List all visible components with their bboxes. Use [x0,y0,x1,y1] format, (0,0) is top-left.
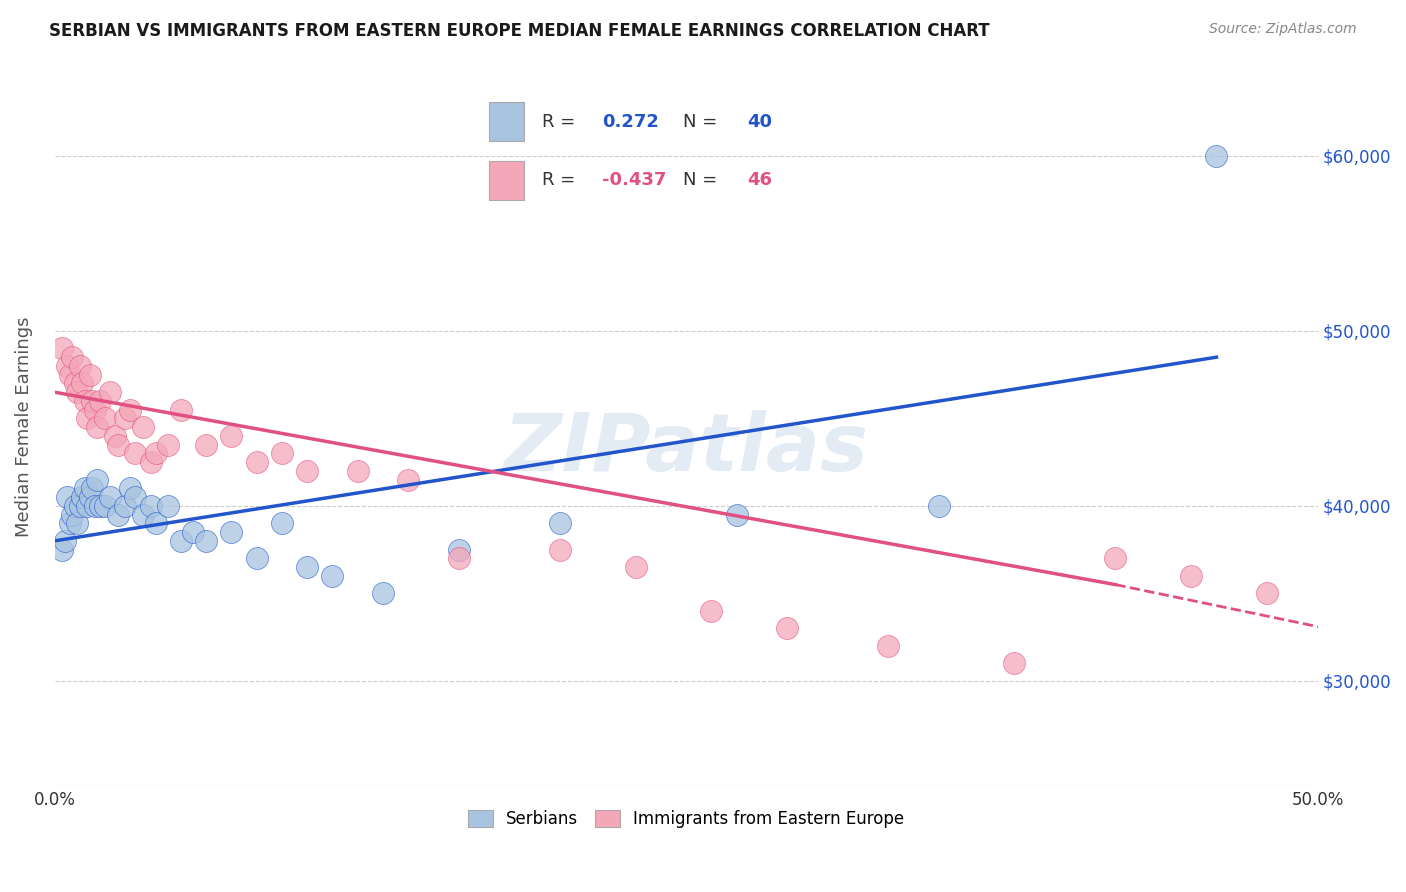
Point [1002,657,1025,671]
Point [1104,551,1126,566]
Legend: Serbians, Immigrants from Eastern Europe: Serbians, Immigrants from Eastern Europe [461,804,911,835]
Point [56,490,79,504]
Y-axis label: Median Female Earnings: Median Female Earnings [15,317,32,537]
Point [69,499,91,513]
Point [76,499,98,513]
Point [170,533,193,548]
Point [53,533,76,548]
Point [72,376,94,391]
Point [89,393,111,408]
Point [1180,569,1202,583]
Point [132,420,155,434]
Point [624,560,647,574]
Point [725,508,748,522]
Point [548,516,571,531]
Point [124,490,146,504]
Text: Source: ZipAtlas.com: Source: ZipAtlas.com [1209,22,1357,37]
Point [1357,604,1379,618]
Point [84,499,107,513]
Point [51,542,73,557]
Point [183,525,205,540]
Point [132,508,155,522]
Point [221,429,243,443]
Point [145,516,167,531]
Point [107,437,129,451]
Point [877,639,900,653]
Point [170,402,193,417]
Point [86,420,108,434]
Point [1205,149,1227,163]
Point [157,437,180,451]
Point [195,437,218,451]
Point [776,621,799,635]
Point [700,604,723,618]
Point [447,551,470,566]
Point [246,551,269,566]
Point [66,516,89,531]
Point [51,342,73,356]
Point [145,446,167,460]
Point [157,499,180,513]
Point [86,473,108,487]
Point [120,482,142,496]
Point [396,473,419,487]
Point [60,508,83,522]
Point [295,560,318,574]
Text: SERBIAN VS IMMIGRANTS FROM EASTERN EUROPE MEDIAN FEMALE EARNINGS CORRELATION CHA: SERBIAN VS IMMIGRANTS FROM EASTERN EUROP… [49,22,990,40]
Text: ZIPatlas: ZIPatlas [503,409,869,488]
Point [56,359,79,373]
Point [321,569,343,583]
Point [59,516,82,531]
Point [548,542,571,557]
Point [120,402,142,417]
Point [66,385,89,400]
Point [371,586,394,600]
Point [124,446,146,460]
Point [94,499,117,513]
Point [98,385,121,400]
Point [114,411,136,425]
Point [114,499,136,513]
Point [79,368,101,382]
Point [73,393,96,408]
Point [221,525,243,540]
Point [94,411,117,425]
Point [295,464,318,478]
Point [98,490,121,504]
Point [195,533,218,548]
Point [1256,586,1278,600]
Point [104,429,127,443]
Point [69,359,91,373]
Point [270,446,292,460]
Point [928,499,950,513]
Point [82,482,104,496]
Point [63,499,86,513]
Point [89,499,111,513]
Point [73,482,96,496]
Point [63,376,86,391]
Point [346,464,368,478]
Point [139,499,162,513]
Point [84,402,107,417]
Point [60,350,83,364]
Point [76,411,98,425]
Point [79,490,101,504]
Point [139,455,162,469]
Point [82,393,104,408]
Point [447,542,470,557]
Point [246,455,269,469]
Point [72,490,94,504]
Point [107,508,129,522]
Point [270,516,292,531]
Point [59,368,82,382]
